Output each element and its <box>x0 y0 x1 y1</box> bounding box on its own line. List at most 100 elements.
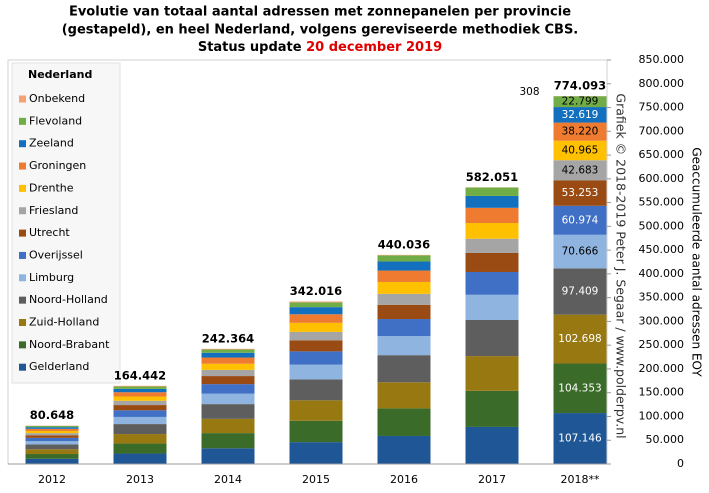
bar-segment <box>553 268 607 315</box>
y-tick-label: 600.000 <box>639 172 685 185</box>
value-label: 70.666 <box>562 246 599 258</box>
legend-label: Noord-Holland <box>29 293 108 306</box>
bar-segment <box>289 351 343 365</box>
x-tick-label: 2015 <box>302 473 330 486</box>
bar-segment <box>377 336 431 356</box>
legend-swatch <box>19 274 26 282</box>
bar-segment <box>377 304 431 320</box>
y-tick-label: 150.000 <box>639 386 685 399</box>
bar-segment <box>201 349 255 353</box>
legend-label: Friesland <box>29 204 78 217</box>
total-label: 440.036 <box>378 237 430 251</box>
y-tick-label: 500.000 <box>639 219 685 232</box>
legend-label: Noord-Brabant <box>29 338 110 351</box>
total-label: 342.016 <box>290 284 342 298</box>
bar-segment <box>553 122 607 141</box>
bar-segment <box>25 458 79 464</box>
bar-segment <box>201 352 255 358</box>
value-label: 308 <box>519 86 539 98</box>
bar-segment <box>553 140 607 161</box>
bar-segment <box>377 382 431 409</box>
total-label: 164.442 <box>114 368 166 382</box>
x-tick-label: 2017 <box>478 473 506 486</box>
legend-label: Drenthe <box>29 181 74 194</box>
bar-segment <box>289 442 343 464</box>
bar-segment <box>465 238 519 253</box>
bar-segment <box>377 319 431 337</box>
bar-segment <box>25 444 79 450</box>
bar-segment <box>465 271 519 295</box>
bar-segment <box>113 410 167 417</box>
total-label: 582.051 <box>466 170 518 184</box>
legend-swatch <box>19 363 26 371</box>
chart-title: (gestapeld), en heel Nederland, volgens … <box>62 23 579 38</box>
bar-segment <box>465 223 519 239</box>
bar-segment <box>113 392 167 397</box>
bar-segment <box>465 390 519 427</box>
y-tick-label: 550.000 <box>639 196 685 209</box>
total-label: 774.093 <box>554 79 606 93</box>
legend-swatch <box>19 140 26 148</box>
bar-segment <box>553 363 607 414</box>
bar-segment <box>25 433 79 436</box>
bar-segment <box>113 443 167 454</box>
y-tick-label: 850.000 <box>639 53 685 66</box>
value-label: 97.409 <box>562 286 599 298</box>
legend-label: Flevoland <box>29 114 82 127</box>
legend-swatch <box>19 117 26 125</box>
legend-swatch <box>19 207 26 215</box>
watermark: Grafiek © 2018-2019 Peter J. Segaar / ww… <box>614 93 629 438</box>
chart-title: Evolutie van totaal aantal adressen met … <box>69 5 571 20</box>
y-tick-label: 0 <box>677 457 684 470</box>
bar-segment <box>289 307 343 315</box>
bar-segment <box>201 384 255 394</box>
bar-segment <box>465 426 519 464</box>
bar-segment <box>465 187 519 196</box>
legend-label: Gelderland <box>29 360 89 373</box>
bar-segment <box>25 441 79 445</box>
bar-segment <box>553 180 607 206</box>
bar-segment <box>465 195 519 208</box>
bar-segment <box>25 454 79 459</box>
bar-segment <box>465 252 519 272</box>
legend-title: Nederland <box>28 68 92 81</box>
bar-segment <box>465 356 519 391</box>
legend-label: Onbekend <box>29 92 85 105</box>
y-tick-label: 50.000 <box>646 433 685 446</box>
bar-segment <box>113 386 167 389</box>
legend-swatch <box>19 162 26 170</box>
bar-segment <box>289 302 343 308</box>
bar-segment <box>25 449 79 455</box>
bar-segment <box>25 437 79 442</box>
y-tick-label: 750.000 <box>639 101 685 114</box>
y-tick-label: 300.000 <box>639 314 685 327</box>
bar-segment <box>201 404 255 419</box>
legend-swatch <box>19 341 26 349</box>
legend-label: Zeeland <box>29 137 74 150</box>
x-tick-label: 2014 <box>214 473 242 486</box>
bar-segment <box>25 430 79 434</box>
value-label: 22.799 <box>562 96 599 108</box>
bar-segment <box>553 205 607 235</box>
y-tick-label: 250.000 <box>639 338 685 351</box>
bar-segment <box>289 364 343 380</box>
bar-segment <box>377 293 431 305</box>
legend-swatch <box>19 184 26 192</box>
y-tick-label: 700.000 <box>639 124 685 137</box>
bar-segment <box>377 435 431 464</box>
x-tick-label: 2016 <box>390 473 418 486</box>
bar-segment <box>377 270 431 282</box>
y-tick-label: 800.000 <box>639 77 685 90</box>
bar-segment <box>377 281 431 294</box>
bar-segment <box>113 434 167 444</box>
bar-segment <box>25 425 79 428</box>
bar-segment <box>377 255 431 262</box>
chart-title: Status update <box>198 40 306 55</box>
bar-segment <box>377 355 431 383</box>
legend-label: Utrecht <box>29 226 70 239</box>
bar-segment <box>113 385 167 387</box>
bar-segment <box>113 416 167 425</box>
bar-segment <box>289 340 343 352</box>
y-tick-label: 400.000 <box>639 267 685 280</box>
